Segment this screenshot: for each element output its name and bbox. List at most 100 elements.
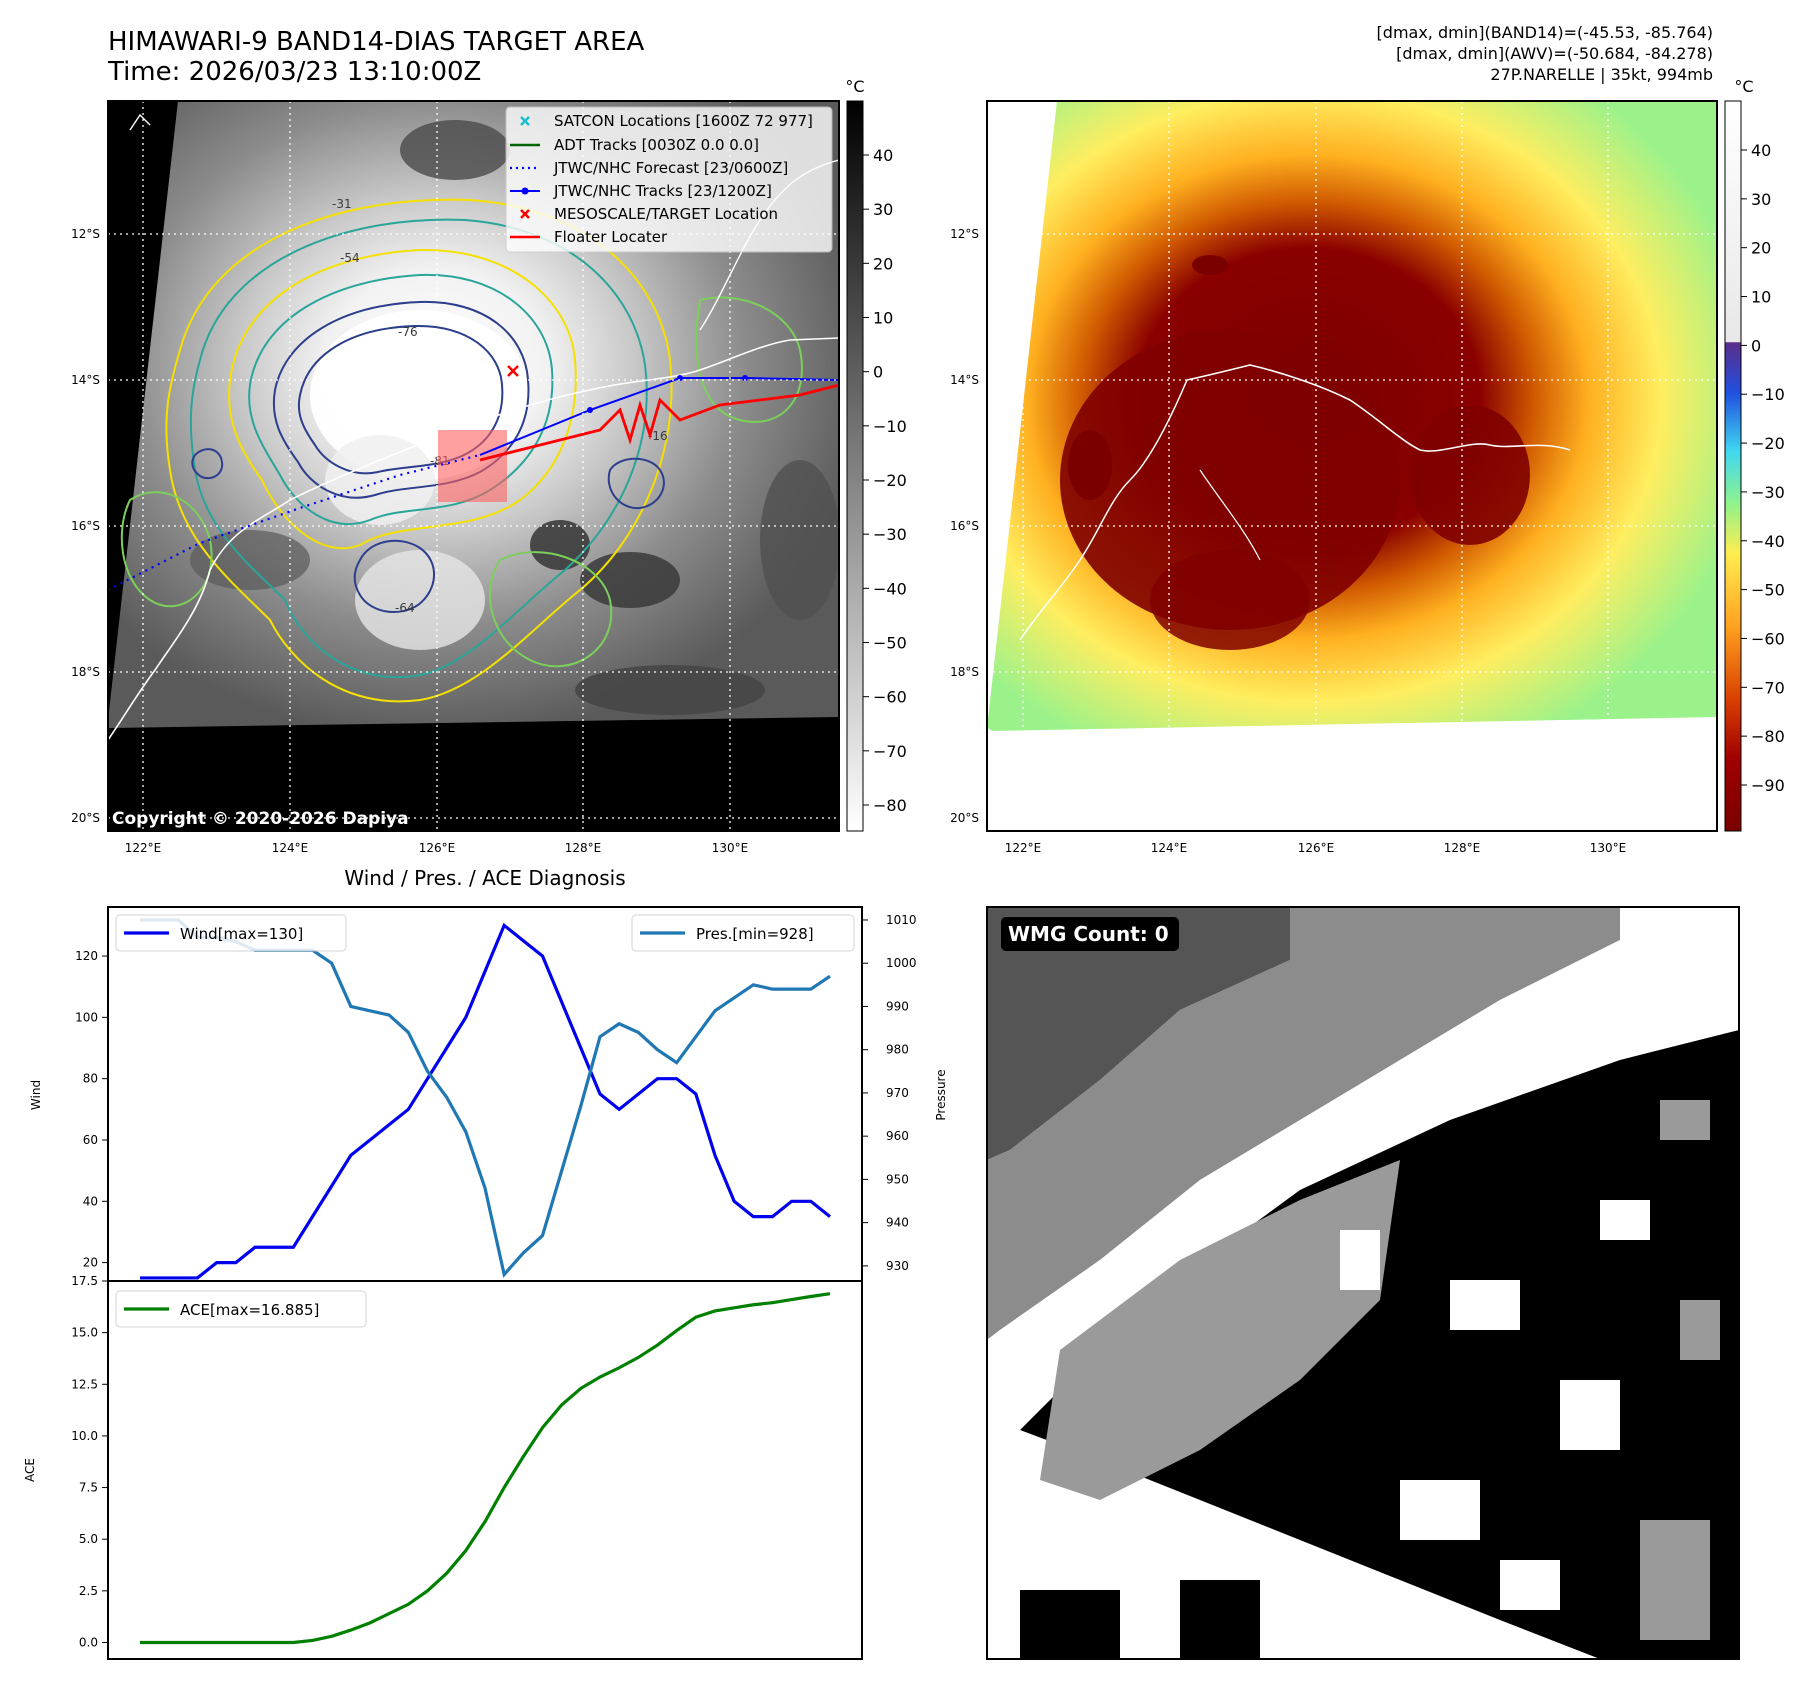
colorbar-tick: −60 [1751,629,1785,648]
wind-legend-label: Wind[max=130] [180,925,303,943]
satcon-marker-icon [520,116,530,126]
ace-tick: 5.0 [79,1532,98,1546]
colorbar-tick: −60 [873,688,907,707]
colorbar-tick: −20 [1751,434,1785,453]
wind-legend: Wind[max=130] [115,914,347,952]
awv-colorbar: °C 40 30 20 10 0 −10 −20 −30 −40 −50 −60 −70 −80 −90 [1724,77,1785,832]
colorbar-tick: 10 [1751,288,1771,307]
target-box [438,430,507,502]
svg-text:16°S: 16°S [950,519,979,533]
pressure-tick: 990 [886,999,909,1013]
svg-text:-16: -16 [648,429,668,443]
awv-gridlines [987,101,1717,831]
svg-text:MESOSCALE/TARGET Location: MESOSCALE/TARGET Location [554,205,778,223]
wind-pres-chart: 20 40 60 80 100 120 930 940 950 960 970 980 990 1000… [29,906,948,1282]
svg-text:JTWC/NHC Tracks [23/1200Z]: JTWC/NHC Tracks [23/1200Z] [553,182,772,200]
wind-tick: 60 [83,1133,98,1147]
svg-text:14°S: 14°S [71,373,100,387]
colorbar-tick: −30 [873,525,907,544]
ace-tick: 17.5 [71,1274,98,1288]
pressure-tick: 980 [886,1043,909,1057]
awv-coastline [1186,364,1571,452]
wind-tick: 40 [83,1194,98,1208]
wind-tick: 20 [83,1256,98,1270]
svg-text:JTWC/NHC Forecast [23/0600Z]: JTWC/NHC Forecast [23/0600Z] [553,159,788,177]
title-line1: HIMAWARI-9 BAND14-DIAS TARGET AREA [108,27,645,57]
colorbar-tick: −70 [873,742,907,761]
svg-text:128°E: 128°E [565,841,602,855]
svg-text:20°S: 20°S [950,811,979,825]
colorbar-tick: −10 [873,417,907,436]
colorbar-tick: −80 [873,796,907,815]
svg-text:-76: -76 [398,325,418,339]
wind-axis-label: Wind [29,1080,43,1110]
title-line2: Time: 2026/03/23 13:10:00Z [107,57,481,87]
ir-colorbar: °C 40 30 20 10 0 −10 −20 −30 −40 −50 −60 −70 −80 [845,77,907,832]
awv-colorbar-unit: °C [1734,77,1753,96]
colorbar-tick: 30 [873,200,893,219]
colorbar-tick: −30 [1751,483,1785,502]
target-x-icon [520,209,530,219]
legend-forecast: JTWC/NHC Forecast [23/0600Z] [510,159,788,177]
target-location-marker [507,365,519,377]
colorbar-tick: 30 [1751,190,1771,209]
ace-tick: 15.0 [71,1326,98,1340]
pressure-tick: 1010 [886,913,917,927]
storm-info: 27P.NARELLE | 35kt, 994mb [1490,65,1713,84]
colorbar-tick: −70 [1751,678,1785,697]
wind-series-line [140,922,831,1280]
wmg-count: WMG Count: 0 [1008,922,1169,946]
ace-tick: 2.5 [79,1584,98,1598]
ace-tick: 12.5 [71,1377,98,1391]
svg-text:12°S: 12°S [950,227,979,241]
ace-series-line [140,1292,831,1645]
svg-text:130°E: 130°E [1590,841,1627,855]
colorbar-tick: 0 [873,363,883,382]
colorbar-tick: −40 [873,579,907,598]
svg-text:SATCON Locations [1600Z 72 977: SATCON Locations [1600Z 72 977] [554,112,813,130]
colorbar-tick: −50 [873,634,907,653]
awv-lon-labels: 122°E 124°E 126°E 128°E 130°E [1005,841,1627,855]
colorbar-tick: −40 [1751,532,1785,551]
colorbar-tick: 40 [873,146,893,165]
pressure-legend: Pres.[min=928] [631,914,855,952]
svg-text:128°E: 128°E [1444,841,1481,855]
pressure-tick: 930 [886,1259,909,1273]
wind-tick: 100 [75,1010,98,1024]
floater-track [479,383,839,462]
pressure-tick: 950 [886,1172,909,1186]
ace-axis-label: ACE [23,1458,37,1482]
ir-colorbar-unit: °C [845,77,864,96]
colorbar-tick: −50 [1751,581,1785,600]
jtwc-track-points [587,375,748,413]
svg-text:16°S: 16°S [71,519,100,533]
svg-text:-31: -31 [332,197,352,211]
svg-text:12°S: 12°S [71,227,100,241]
svg-text:20°S: 20°S [71,811,100,825]
wind-tick: 80 [83,1072,98,1086]
svg-text:18°S: 18°S [71,665,100,679]
svg-text:14°S: 14°S [950,373,979,387]
pressure-legend-label: Pres.[min=928] [696,925,814,943]
wind-tick: 120 [75,949,98,963]
awv-map-panel [986,100,1718,832]
legend-satcon: SATCON Locations [1600Z 72 977] [520,112,813,130]
svg-text:126°E: 126°E [419,841,456,855]
svg-text:18°S: 18°S [950,665,979,679]
pressure-tick: 1000 [886,956,917,970]
ace-tick: 10.0 [71,1429,98,1443]
colorbar-tick: 20 [873,254,893,273]
pressure-tick: 970 [886,1086,909,1100]
svg-text:122°E: 122°E [125,841,162,855]
colorbar-tick: 20 [1751,239,1771,258]
pressure-tick: 960 [886,1129,909,1143]
colorbar-tick: −90 [1751,776,1785,795]
legend-adt: ADT Tracks [0030Z 0.0 0.0] [510,136,759,154]
legend-target-location: MESOSCALE/TARGET Location [520,205,778,223]
copyright: Copyright © 2020-2026 Dapiya [112,809,409,829]
ir-coastline [108,337,839,741]
svg-text:-64: -64 [395,601,415,615]
ace-chart: 0.0 2.5 5.0 7.5 10.0 12.5 15.0 17.5 ACE ACE[max… [23,1274,863,1660]
svg-text:124°E: 124°E [272,841,309,855]
svg-text:124°E: 124°E [1151,841,1188,855]
